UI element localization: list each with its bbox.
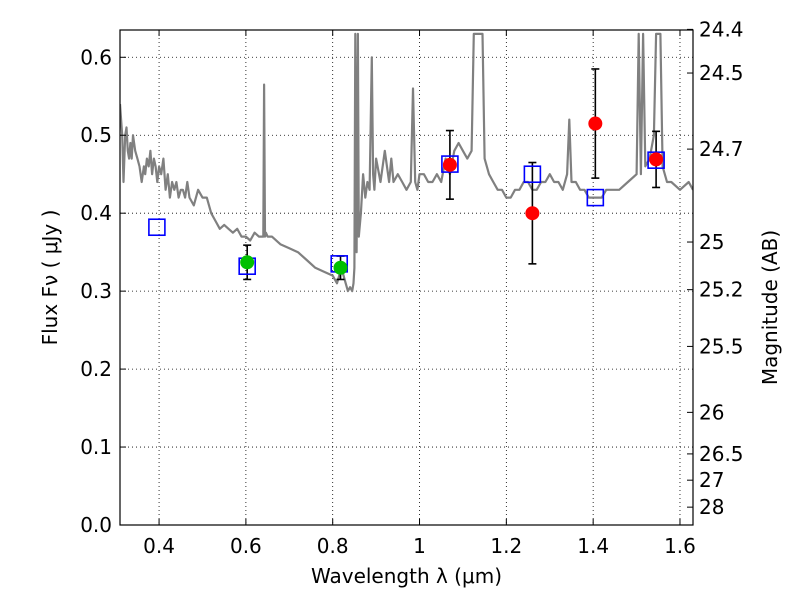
mag-tick-label: 25 [699, 230, 724, 254]
y-tick-label: 0.6 [80, 45, 112, 69]
x-tick-label: 1.4 [577, 534, 609, 558]
grid [120, 30, 693, 526]
spectrum-layer [120, 32, 693, 293]
mag-tick-label: 25.5 [699, 334, 744, 358]
data-point [442, 157, 457, 172]
y-axis-label: Flux Fν ( μJy ) [38, 210, 62, 346]
x-tick-label: 1.6 [664, 534, 696, 558]
data-point [240, 255, 255, 270]
model-square [647, 151, 665, 169]
x-tick-label: 0.6 [230, 534, 262, 558]
mag-tick-label: 26.5 [699, 442, 744, 466]
data-point [333, 260, 348, 275]
ticks-layer: 0.4 0.6 0.8 1 1.2 1.4 1.6 0.0 0.1 0.2 0.3 0.4 0.5 0.6… [80, 17, 743, 558]
y-tick-label: 0.2 [80, 357, 112, 381]
model-square [586, 188, 605, 207]
mag-tick-label: 24.5 [699, 61, 744, 85]
x-tick-label: 1 [413, 534, 426, 558]
model-square [523, 165, 542, 184]
mag-tick-label: 28 [699, 495, 724, 519]
y-tick-label: 0.1 [80, 435, 112, 459]
spectrum-line [120, 32, 693, 293]
model-square [148, 218, 166, 237]
data-point [525, 206, 540, 221]
data-point [588, 116, 603, 131]
x-axis-label: Wavelength λ (μm) [311, 564, 502, 588]
x-tick-label: 0.8 [317, 534, 349, 558]
x-tick-label: 1.2 [490, 534, 522, 558]
model-square [441, 155, 459, 173]
y2-axis-label: Magnitude (AB) [758, 230, 782, 385]
mag-tick-label: 24.4 [699, 17, 744, 41]
mag-tick-label: 25.2 [699, 278, 744, 302]
x-tick-label: 0.4 [143, 534, 175, 558]
points-layer [148, 68, 665, 281]
mag-tick-label: 24.7 [699, 137, 744, 161]
data-point [649, 152, 664, 167]
y-tick-label: 0.5 [80, 123, 112, 147]
plot-frame [119, 29, 694, 526]
mag-tick-label: 26 [699, 400, 724, 424]
y-tick-label: 0.4 [80, 201, 112, 225]
mag-tick-label: 27 [699, 468, 724, 492]
y-tick-label: 0.0 [80, 513, 112, 537]
y-tick-label: 0.3 [80, 279, 112, 303]
